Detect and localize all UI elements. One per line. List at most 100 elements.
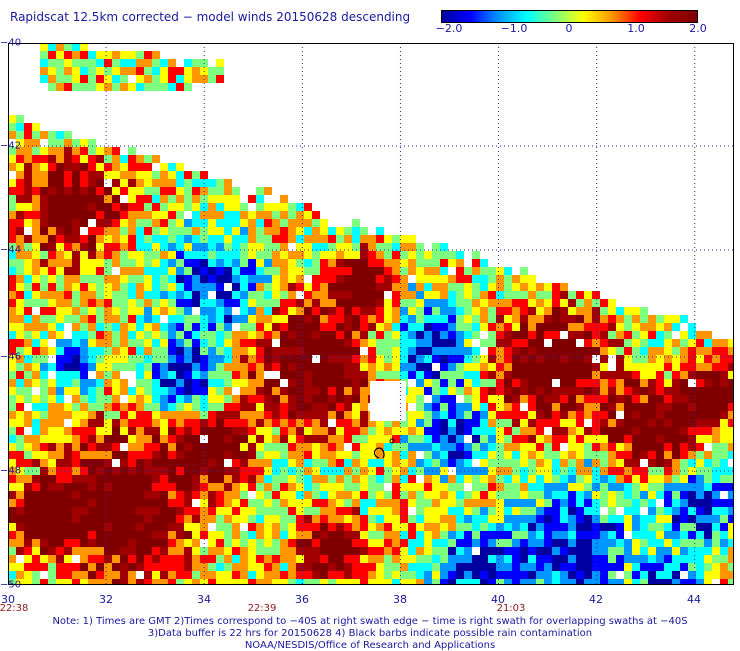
wind-diff-cell xyxy=(8,475,16,483)
wind-diff-cell xyxy=(496,531,504,539)
wind-diff-cell xyxy=(184,395,192,403)
wind-diff-cell xyxy=(192,475,200,483)
wind-diff-cell xyxy=(312,547,320,555)
wind-diff-cell xyxy=(224,403,232,411)
wind-diff-cell xyxy=(208,387,216,395)
wind-diff-cell xyxy=(8,323,16,331)
wind-diff-cell xyxy=(16,227,24,235)
wind-diff-cell xyxy=(280,251,288,259)
wind-diff-cell xyxy=(520,275,528,283)
wind-diff-cell xyxy=(296,547,304,555)
wind-diff-cell xyxy=(80,179,88,187)
wind-diff-cell xyxy=(64,227,72,235)
wind-diff-cell xyxy=(232,211,240,219)
wind-diff-cell xyxy=(120,243,128,251)
wind-diff-cell xyxy=(656,523,664,531)
wind-diff-cell xyxy=(168,355,176,363)
wind-diff-cell xyxy=(400,499,408,507)
wind-diff-cell xyxy=(320,555,328,563)
wind-diff-cell xyxy=(400,363,408,371)
wind-diff-cell xyxy=(48,571,56,579)
wind-diff-cell xyxy=(184,251,192,259)
wind-diff-cell xyxy=(432,355,440,363)
wind-diff-cell xyxy=(336,267,344,275)
wind-diff-cell xyxy=(152,539,160,547)
wind-diff-cell xyxy=(456,507,464,515)
wind-diff-cell xyxy=(232,363,240,371)
wind-diff-cell xyxy=(456,355,464,363)
wind-diff-cell xyxy=(344,363,352,371)
wind-diff-cell xyxy=(184,243,192,251)
wind-diff-cell xyxy=(632,515,640,523)
wind-diff-cell xyxy=(584,563,592,571)
wind-diff-cell xyxy=(488,579,496,585)
wind-diff-cell xyxy=(160,283,168,291)
wind-diff-cell xyxy=(552,363,560,371)
wind-diff-cell xyxy=(88,171,96,179)
lat-label: −46 xyxy=(0,351,22,363)
wind-diff-cell xyxy=(240,307,248,315)
wind-diff-cell xyxy=(264,563,272,571)
wind-diff-cell xyxy=(664,507,672,515)
wind-diff-cell xyxy=(608,307,616,315)
wind-diff-cell xyxy=(344,427,352,435)
wind-diff-cell xyxy=(344,555,352,563)
wind-diff-cell xyxy=(688,459,696,467)
wind-diff-cell xyxy=(528,299,536,307)
wind-diff-cell xyxy=(488,307,496,315)
wind-diff-cell xyxy=(512,555,520,563)
wind-diff-cell xyxy=(184,571,192,579)
wind-diff-cell xyxy=(240,403,248,411)
wind-diff-cell xyxy=(376,323,384,331)
wind-diff-cell xyxy=(112,427,120,435)
wind-diff-cell xyxy=(248,451,256,459)
wind-diff-cell xyxy=(600,419,608,427)
wind-diff-cell xyxy=(424,483,432,491)
wind-diff-cell xyxy=(616,347,624,355)
wind-diff-cell xyxy=(128,155,136,163)
wind-diff-cell xyxy=(24,283,32,291)
wind-diff-cell xyxy=(424,355,432,363)
wind-diff-cell xyxy=(56,347,64,355)
wind-diff-cell xyxy=(480,563,488,571)
wind-diff-cell xyxy=(232,411,240,419)
wind-diff-cell xyxy=(480,291,488,299)
wind-diff-cell xyxy=(392,459,400,467)
wind-diff-cell xyxy=(496,443,504,451)
wind-diff-cell xyxy=(128,515,136,523)
wind-diff-cell xyxy=(120,419,128,427)
wind-diff-cell xyxy=(120,251,128,259)
wind-diff-cell xyxy=(128,59,136,67)
wind-diff-cell xyxy=(120,179,128,187)
wind-diff-cell xyxy=(264,291,272,299)
wind-diff-cell xyxy=(688,339,696,347)
wind-diff-cell xyxy=(528,291,536,299)
wind-diff-cell xyxy=(72,475,80,483)
wind-diff-cell xyxy=(408,539,416,547)
wind-diff-cell xyxy=(320,387,328,395)
wind-diff-cell xyxy=(592,427,600,435)
wind-diff-cell xyxy=(488,355,496,363)
wind-diff-cell xyxy=(504,459,512,467)
wind-diff-cell xyxy=(32,371,40,379)
wind-diff-cell xyxy=(264,403,272,411)
wind-diff-cell xyxy=(16,539,24,547)
wind-diff-cell xyxy=(288,251,296,259)
wind-diff-cell xyxy=(128,427,136,435)
wind-diff-cell xyxy=(256,419,264,427)
wind-diff-cell xyxy=(560,483,568,491)
wind-diff-cell xyxy=(264,395,272,403)
wind-diff-cell xyxy=(352,235,360,243)
wind-diff-cell xyxy=(440,331,448,339)
wind-diff-cell xyxy=(272,403,280,411)
wind-diff-cell xyxy=(136,507,144,515)
wind-diff-cell xyxy=(288,355,296,363)
wind-diff-cell xyxy=(56,571,64,579)
wind-diff-cell xyxy=(320,371,328,379)
wind-diff-cell xyxy=(720,555,728,563)
wind-diff-cell xyxy=(40,539,48,547)
wind-diff-cell xyxy=(320,459,328,467)
wind-diff-cell xyxy=(688,387,696,395)
wind-diff-cell xyxy=(528,539,536,547)
wind-diff-cell xyxy=(392,251,400,259)
